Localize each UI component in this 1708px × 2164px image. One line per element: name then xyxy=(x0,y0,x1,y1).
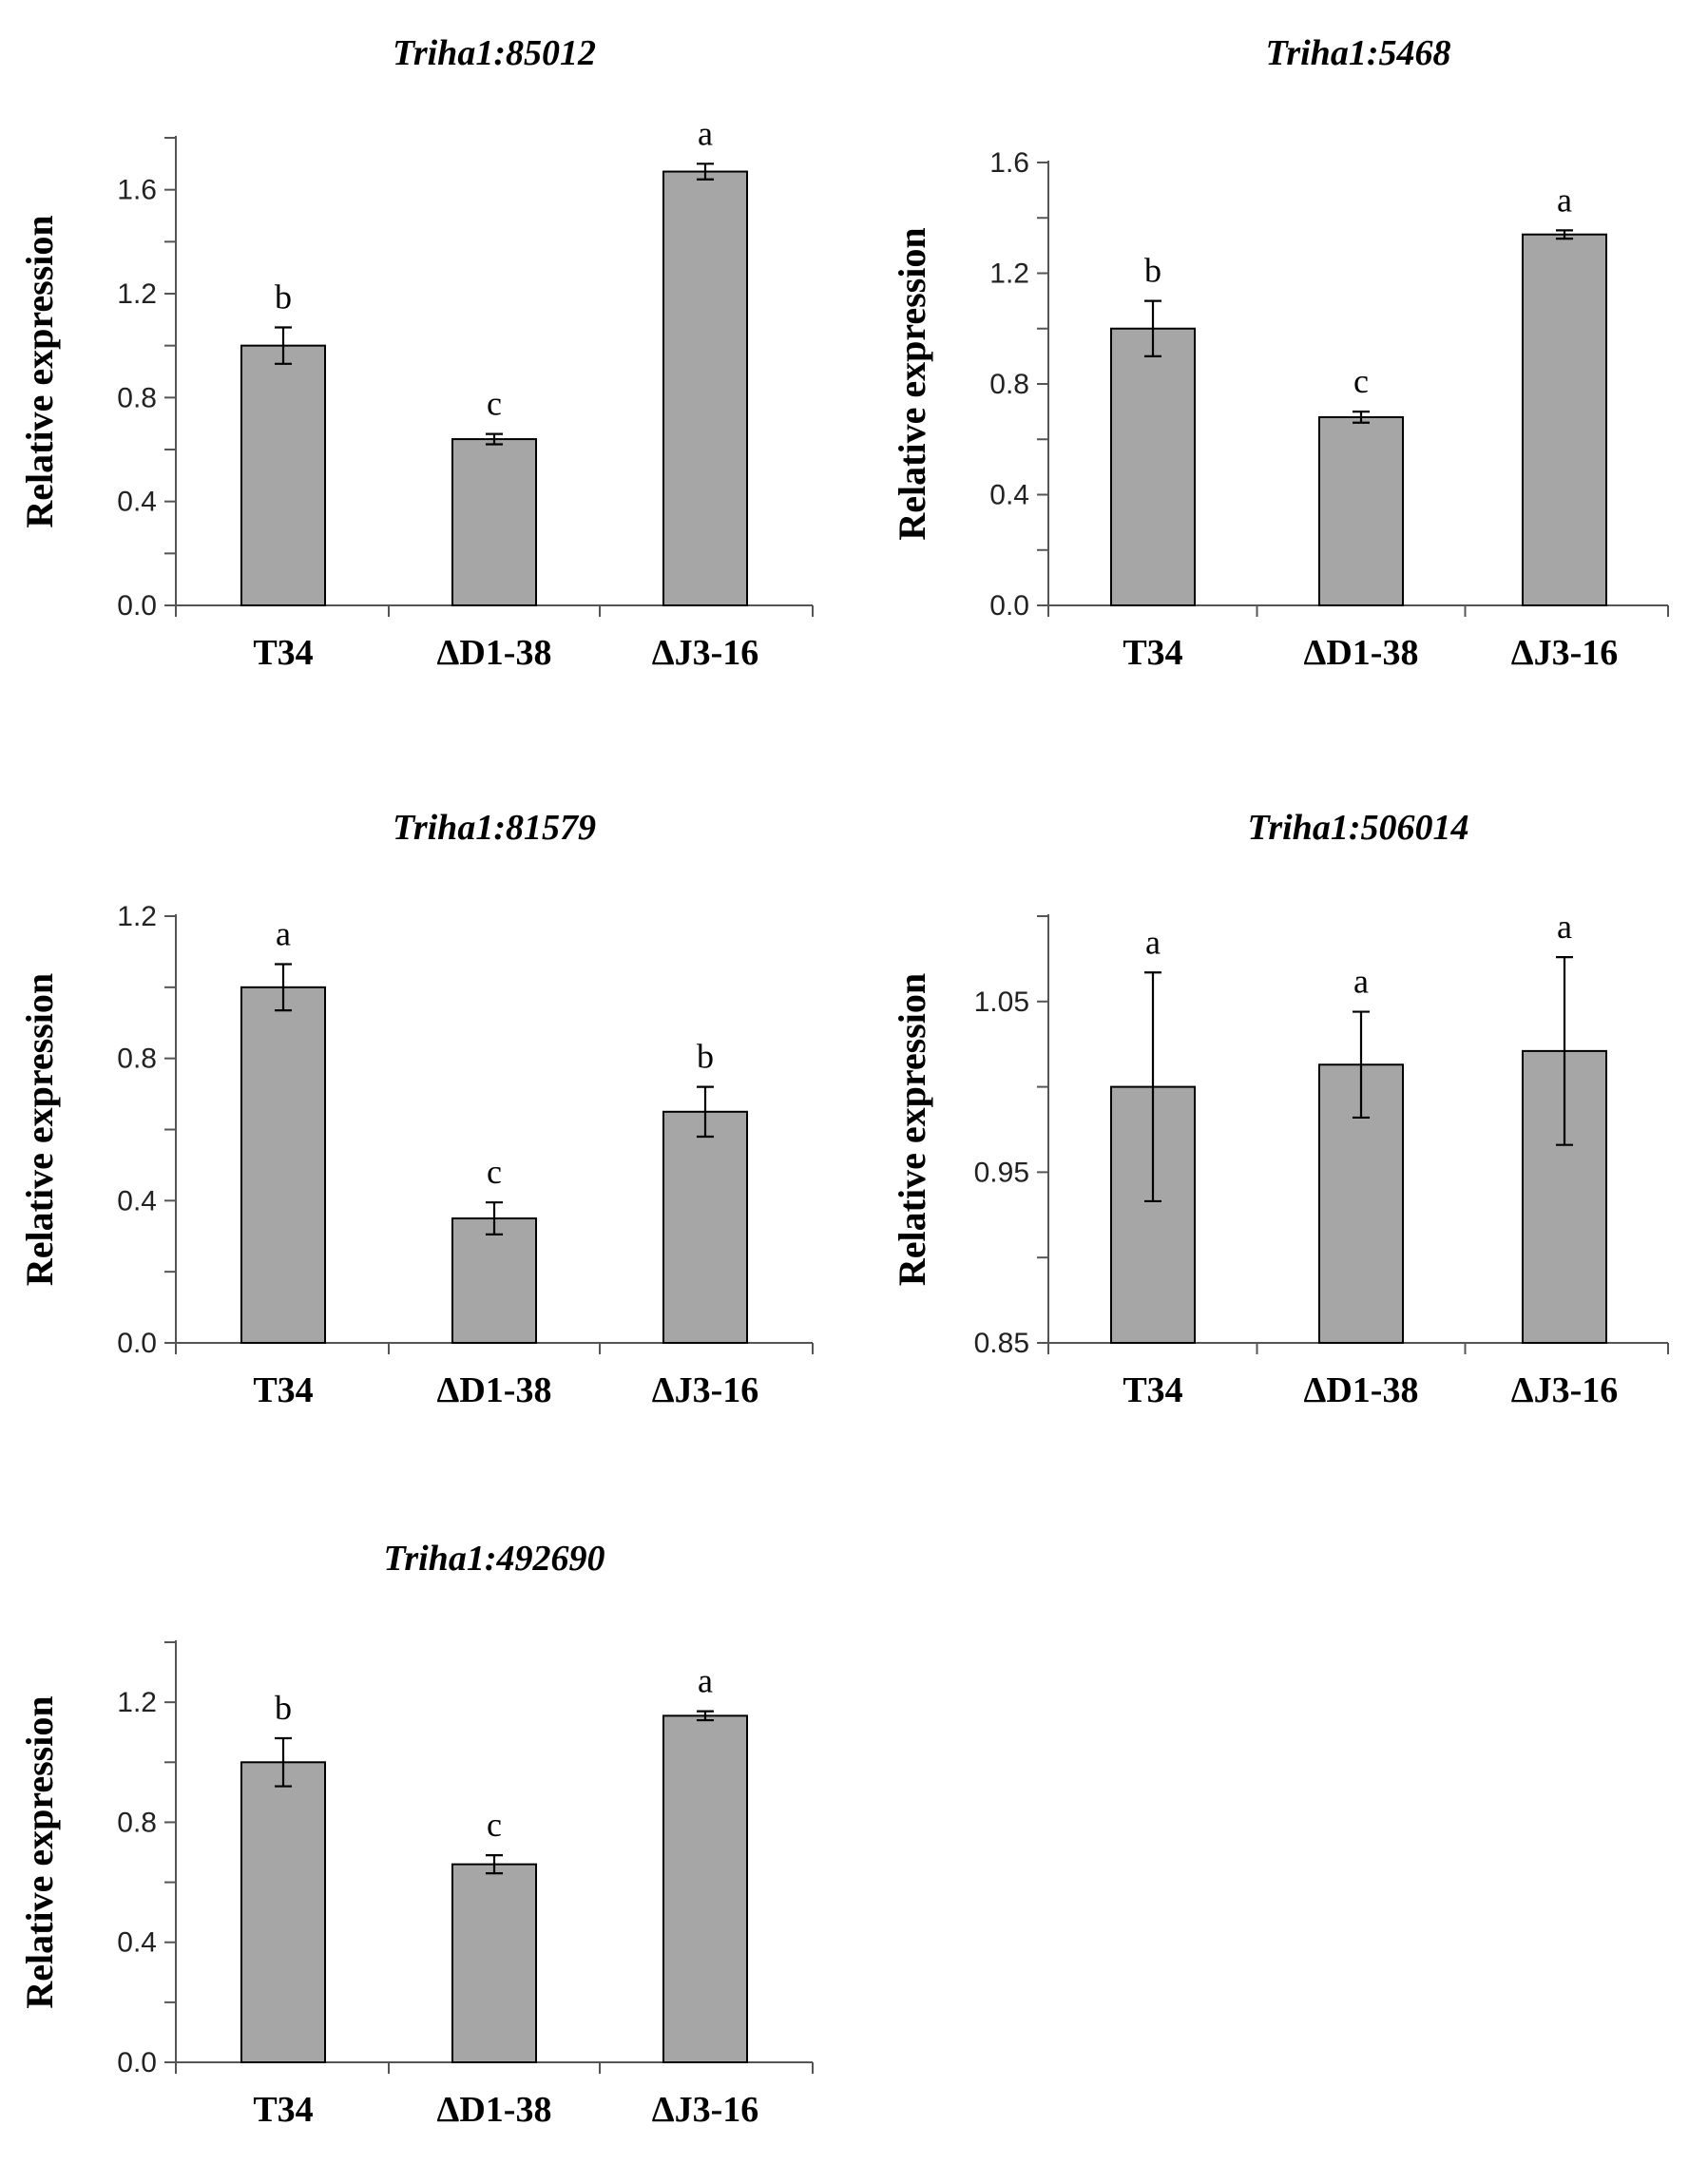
significance-letter: b xyxy=(275,1689,292,1727)
chart-title: Triha1:506014 xyxy=(1248,808,1469,848)
y-tick-label: 0.4 xyxy=(117,1927,157,1959)
significance-letter: a xyxy=(698,114,713,152)
x-tick-label: ΔJ3-16 xyxy=(652,2090,758,2130)
y-axis-label: Relative expression xyxy=(18,215,61,527)
y-tick-label: 1.2 xyxy=(989,259,1029,290)
x-tick-label: ΔJ3-16 xyxy=(652,633,758,673)
y-tick-label: 0.8 xyxy=(117,1044,157,1075)
bar xyxy=(662,1714,748,2063)
bar xyxy=(240,344,326,606)
x-tick-label: ΔD1-38 xyxy=(437,2090,552,2130)
x-tick-label: ΔD1-38 xyxy=(437,633,552,673)
y-axis-label: Relative expression xyxy=(891,227,933,540)
y-axis-label: Relative expression xyxy=(18,973,61,1286)
bar xyxy=(1110,327,1196,606)
y-axis-label: Relative expression xyxy=(18,1695,61,2008)
significance-letter: a xyxy=(1353,963,1369,1001)
y-tick-label: 1.2 xyxy=(117,1687,157,1718)
y-tick-label: 0.0 xyxy=(117,2047,157,2078)
chart-panel: Triha1:492690 Relative expression 0.0 0.4 0.… xyxy=(18,1539,814,2130)
significance-letter: a xyxy=(1557,908,1572,946)
y-tick-label: 0.4 xyxy=(989,480,1029,511)
chart-title: Triha1:81579 xyxy=(393,808,596,848)
chart-title: Triha1:492690 xyxy=(384,1539,605,1579)
y-tick-label: 1.6 xyxy=(989,147,1029,179)
chart-panel: Triha1:506014 Relative expression 0.85 0.95… xyxy=(891,808,1669,1410)
significance-letter: c xyxy=(487,1153,502,1191)
x-tick-label: T34 xyxy=(253,633,313,673)
significance-letter: a xyxy=(276,915,291,953)
y-tick-label: 0.4 xyxy=(117,487,157,518)
bar xyxy=(240,986,326,1345)
x-tick-label: T34 xyxy=(1123,1370,1182,1410)
x-tick-label: ΔJ3-16 xyxy=(652,1370,758,1410)
chart-panel: Triha1:5468 Relative expression 0.0 0.4 0.8 1… xyxy=(891,33,1669,673)
significance-letter: b xyxy=(697,1038,714,1076)
x-tick-label: ΔD1-38 xyxy=(1304,633,1419,673)
y-tick-label: 1.2 xyxy=(117,901,157,932)
y-tick-label: 0.0 xyxy=(989,590,1029,622)
y-tick-label: 0.4 xyxy=(117,1185,157,1216)
significance-letter: c xyxy=(1353,362,1369,400)
significance-letter: c xyxy=(487,385,502,423)
significance-letter: c xyxy=(487,1806,502,1844)
bar xyxy=(662,1110,748,1344)
chart-panel: Triha1:81579 Relative expression 0.0 0.4 0.8… xyxy=(18,808,814,1410)
bar xyxy=(1318,415,1404,607)
x-tick-label: ΔD1-38 xyxy=(1304,1370,1419,1410)
x-tick-label: ΔJ3-16 xyxy=(1511,1370,1618,1410)
y-tick-label: 0.8 xyxy=(117,382,157,413)
significance-letter: b xyxy=(275,278,292,316)
x-tick-label: T34 xyxy=(253,2090,313,2130)
y-tick-label: 0.0 xyxy=(117,590,157,622)
y-tick-label: 0.85 xyxy=(974,1328,1029,1359)
bar xyxy=(451,1217,537,1344)
y-tick-label: 0.8 xyxy=(989,369,1029,400)
y-tick-label: 1.05 xyxy=(974,986,1029,1018)
bar xyxy=(451,438,537,607)
y-tick-label: 0.8 xyxy=(117,1807,157,1838)
chart-panel: Triha1:85012 Relative expression 0.0 0.4 0.8… xyxy=(18,33,814,673)
bar xyxy=(1522,233,1607,606)
y-tick-label: 1.6 xyxy=(117,175,157,206)
x-tick-label: T34 xyxy=(253,1370,313,1410)
bar xyxy=(240,1761,326,2064)
bar xyxy=(662,170,748,607)
chart-title: Triha1:5468 xyxy=(1266,33,1451,73)
y-axis-label: Relative expression xyxy=(891,973,933,1286)
x-tick-label: ΔD1-38 xyxy=(437,1370,552,1410)
significance-letter: a xyxy=(698,1662,713,1700)
x-tick-label: ΔJ3-16 xyxy=(1511,633,1618,673)
significance-letter: a xyxy=(1145,923,1161,961)
bar xyxy=(451,1863,537,2063)
x-tick-label: T34 xyxy=(1123,633,1182,673)
y-tick-label: 1.2 xyxy=(117,278,157,310)
y-tick-label: 0.0 xyxy=(117,1328,157,1359)
significance-letter: b xyxy=(1144,252,1161,290)
significance-letter: a xyxy=(1557,181,1572,219)
y-tick-label: 0.95 xyxy=(974,1157,1029,1188)
chart-title: Triha1:85012 xyxy=(393,33,596,73)
